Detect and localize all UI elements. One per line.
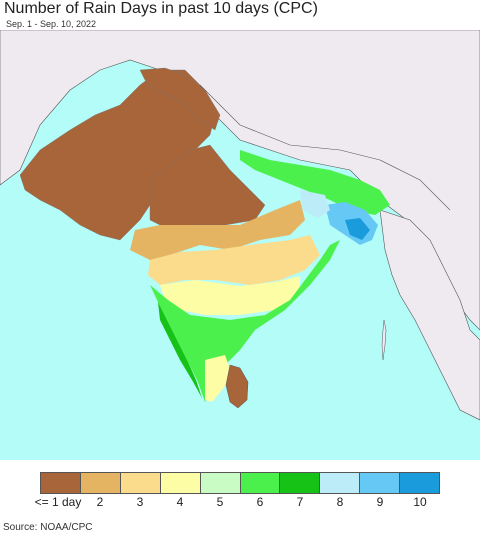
region-dry-west — [19, 69, 216, 241]
legend-swatch-3 — [120, 473, 161, 493]
map-title: Number of Rain Days in past 10 days (CPC… — [4, 0, 318, 17]
legend-label-4: 4 — [176, 495, 184, 509]
legend-swatch-1 — [41, 473, 81, 493]
sri-lanka — [225, 364, 249, 409]
legend-swatch-5 — [200, 473, 241, 493]
legend-label-6: 6 — [256, 495, 264, 509]
legend-swatch-4 — [160, 473, 201, 493]
region-blue-accent — [345, 218, 370, 240]
legend-label-7: 7 — [296, 495, 304, 509]
region-dry-himalaya — [139, 67, 221, 131]
legend-label-9: 9 — [376, 495, 384, 509]
date-range: Sep. 1 - Sep. 10, 2022 — [6, 19, 97, 29]
source-credit: Source: NOAA/CPC — [3, 522, 93, 533]
legend-label-10: 10 — [413, 495, 427, 509]
region-northeast-wet — [240, 150, 390, 215]
legend-swatch-8 — [320, 473, 361, 493]
region-south-tip — [205, 355, 232, 402]
rain-days-map — [0, 30, 480, 460]
legend-label-2: 2 — [96, 495, 104, 509]
legend-swatch-7 — [280, 473, 321, 493]
legend-swatch-6 — [240, 473, 281, 493]
outside-land-north — [0, 30, 480, 331]
china-border — [199, 84, 451, 211]
region-3-4-days — [148, 235, 320, 285]
andaman-islands — [381, 319, 387, 361]
legend-bar — [40, 472, 440, 494]
region-8-days — [300, 190, 330, 218]
region-7-days-west-coast — [158, 302, 202, 398]
legend-swatch-2 — [80, 473, 121, 493]
legend-label-1: <= 1 day — [34, 495, 82, 509]
region-4-days — [160, 276, 300, 315]
legend-label-5: 5 — [216, 495, 224, 509]
legend-labels: <= 1 day 2 3 4 5 6 7 8 9 10 — [0, 495, 480, 509]
legend-label-3: 3 — [136, 495, 144, 509]
region-2-days — [130, 200, 305, 260]
region-6-7-days-peninsula — [150, 240, 340, 402]
outside-land-east — [379, 209, 480, 421]
legend-swatch-9 — [360, 473, 401, 493]
legend-label-8: 8 — [336, 495, 344, 509]
legend-swatch-10 — [400, 473, 440, 493]
